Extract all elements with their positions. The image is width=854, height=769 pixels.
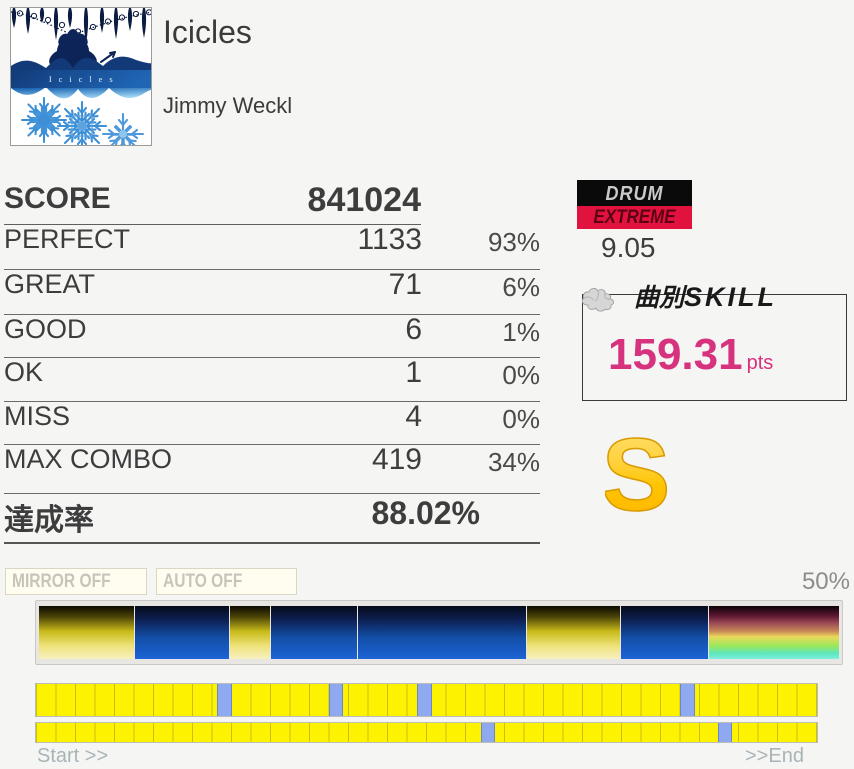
svg-text:S: S (605, 430, 667, 525)
svg-text:I c i c l e s: I c i c l e s (49, 74, 115, 84)
